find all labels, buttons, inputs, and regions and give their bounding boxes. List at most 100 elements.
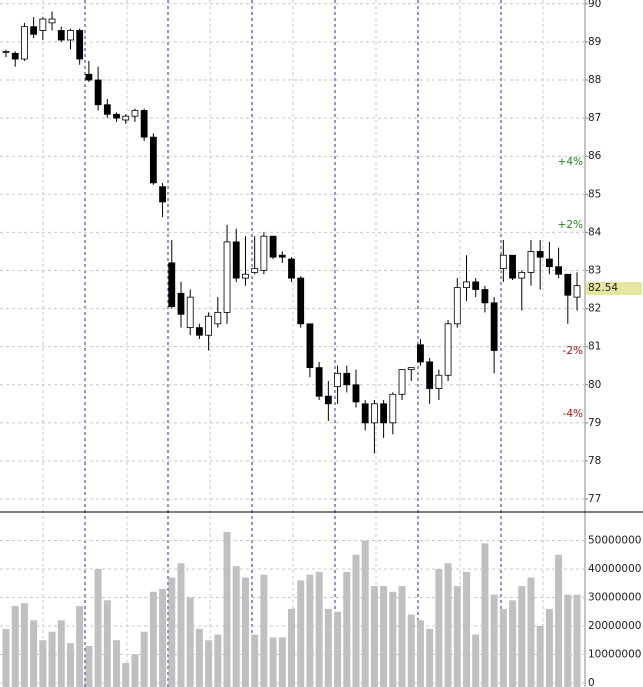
candle-body [11, 52, 19, 60]
candle-body [334, 372, 341, 388]
volume-bar [2, 628, 10, 687]
candle-body [57, 30, 65, 41]
candle-body [232, 241, 240, 279]
volume-bar [398, 586, 406, 687]
volume-bar [463, 571, 470, 687]
volume-bar [103, 600, 111, 687]
volume-bar [555, 554, 563, 687]
y-tick-label: 88 [588, 74, 601, 86]
candle-body [564, 273, 572, 296]
candle-body [186, 296, 194, 329]
volume-bar [444, 563, 452, 687]
candle-body [196, 327, 203, 336]
candle-body [149, 136, 157, 184]
candle-body [343, 372, 351, 386]
candle-body [352, 384, 360, 403]
volume-bar [416, 620, 424, 687]
y-tick-label: 85 [588, 188, 601, 200]
y-tick-label: 82 [588, 303, 601, 315]
volume-bar [407, 614, 415, 687]
candle-body [472, 281, 480, 290]
y-tick-label: 86 [588, 150, 602, 162]
y-tick-label: 81 [588, 341, 601, 353]
candle-body [315, 367, 323, 397]
candle-body [481, 289, 489, 304]
volume-bar [278, 637, 286, 687]
y-tick-label: 79 [588, 417, 601, 429]
candle-body [527, 251, 535, 273]
y-tick-label: 78 [588, 455, 601, 467]
volume-bar [159, 588, 167, 687]
candle-body [463, 281, 470, 289]
candle-body [67, 30, 74, 41]
volume-bar [490, 594, 498, 687]
volume-bar [11, 606, 19, 687]
candle-body [555, 266, 562, 275]
percent-level: +2% [558, 219, 583, 231]
candle-body [103, 104, 111, 115]
candle-body [545, 258, 553, 268]
candle-body [417, 344, 424, 363]
volume-bar [499, 608, 507, 687]
y-tick-label: 20000000 [588, 620, 641, 632]
candle-body [131, 110, 139, 117]
y-tick-label: 50000000 [588, 535, 641, 547]
volume-bar [241, 577, 249, 687]
y-tick-label: 10000000 [588, 649, 641, 661]
volume-bar [361, 540, 369, 687]
volume-bar [324, 608, 332, 687]
candle-body [509, 254, 516, 279]
candle-body [435, 374, 443, 389]
y-tick-label: 89 [588, 36, 601, 48]
candle-body [389, 393, 397, 424]
volume-bar [251, 634, 259, 687]
last-price-label: 82.54 [588, 282, 618, 294]
volume-bar [20, 603, 28, 687]
candle-body [269, 235, 277, 258]
y-tick-label: 83 [588, 264, 601, 276]
candle-body [426, 361, 434, 389]
candle-body [85, 73, 93, 81]
candle-body [370, 403, 378, 424]
candle-body [21, 26, 28, 60]
candle-body [39, 18, 47, 31]
candle-body [398, 369, 406, 395]
candle-body [278, 254, 286, 258]
volume-bar [66, 643, 74, 687]
volume-bar [140, 631, 148, 687]
candle-body [205, 315, 213, 336]
volume-bar [297, 580, 305, 687]
volume-bar [214, 634, 222, 687]
volume-bar [57, 620, 65, 687]
volume-bar [223, 531, 231, 687]
volume-bar [288, 608, 296, 687]
candle-body [490, 302, 498, 351]
volume-bar [306, 574, 314, 687]
candle-body [288, 258, 295, 279]
candle-body [518, 271, 526, 279]
volume-bar [435, 569, 443, 687]
candle-body [573, 285, 581, 298]
volume-bar [334, 611, 342, 687]
volume-bar [426, 628, 434, 687]
percent-level: -2% [563, 345, 583, 357]
candle-body [214, 311, 222, 325]
volume-bar [94, 569, 102, 687]
volume-bar [131, 654, 139, 687]
volume-bar [260, 574, 268, 687]
volume-bar [195, 628, 203, 687]
volume-bar [352, 554, 360, 687]
percent-level: -4% [563, 408, 583, 420]
candle-body [380, 403, 388, 424]
volume-bar [186, 597, 194, 687]
volume-bar [509, 600, 517, 687]
candle-body [94, 79, 102, 106]
candle-body [168, 262, 176, 308]
volume-bar [343, 571, 351, 687]
volume-bar [527, 577, 535, 687]
volume-bar [536, 626, 544, 687]
candle-body [113, 113, 120, 119]
y-tick-label: 40000000 [588, 563, 641, 575]
y-tick-label: 0 [588, 677, 595, 687]
